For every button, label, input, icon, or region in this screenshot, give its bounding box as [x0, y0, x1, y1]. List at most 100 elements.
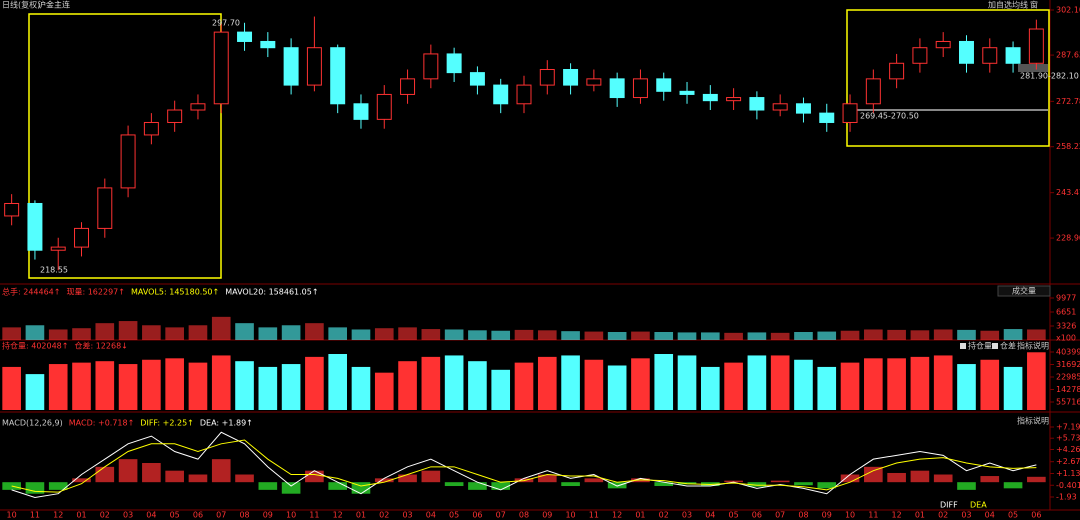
- x-tick-label: 03: [402, 511, 412, 520]
- x-tick-label: 11: [30, 511, 40, 520]
- candle-body: [586, 78, 602, 86]
- bar: [165, 358, 184, 410]
- macd-bar: [258, 482, 278, 490]
- macd-bar: [328, 482, 348, 490]
- x-tick-label: 04: [985, 511, 995, 520]
- bar: [1027, 329, 1046, 340]
- bar: [188, 325, 208, 340]
- bar: [933, 329, 953, 340]
- macd-bar: [840, 474, 860, 483]
- candle-body: [4, 202, 20, 217]
- bar: [561, 355, 580, 410]
- selector[interactable]: 成交量: [1012, 286, 1036, 296]
- candle-body: [469, 72, 485, 86]
- x-tick-label: 07: [216, 511, 226, 520]
- x-tick-label: 05: [729, 511, 739, 520]
- bar: [700, 366, 720, 410]
- candle-body: [446, 53, 462, 74]
- bar: [794, 332, 813, 340]
- panel-title: 总手: 244464↑: [2, 287, 60, 297]
- bar: [631, 358, 650, 410]
- bar: [118, 364, 138, 410]
- panel-title: MAVOL5: 145180.50↑: [131, 288, 219, 297]
- macd-bar: [561, 482, 580, 487]
- bar: [351, 366, 371, 410]
- y-tick-label: +4.26: [1056, 445, 1080, 454]
- candle-body: [679, 90, 695, 95]
- candle-body: [167, 109, 183, 123]
- bar: [817, 366, 837, 410]
- bar: [328, 327, 348, 340]
- unit-label: x100: [1056, 334, 1076, 343]
- bar: [2, 366, 21, 410]
- candle-body: [237, 31, 253, 42]
- bar: [165, 327, 184, 340]
- x-tick-label: 09: [542, 511, 552, 520]
- x-tick-label: 07: [496, 511, 506, 520]
- bar: [957, 364, 976, 410]
- candle-body: [306, 47, 322, 86]
- help-link[interactable]: 指标说明: [1017, 416, 1049, 426]
- macd-bar: [421, 470, 441, 483]
- candle-body: [819, 112, 835, 123]
- candle-body: [283, 47, 299, 86]
- x-tick-label: 10: [845, 511, 855, 520]
- bar: [211, 355, 231, 410]
- candle-body: [97, 187, 113, 229]
- macd-bar: [491, 482, 511, 490]
- bar: [840, 330, 860, 340]
- action[interactable]: 加自选: [988, 0, 1012, 10]
- x-tick-label: 01: [915, 511, 925, 520]
- x-tick-label: 03: [961, 511, 971, 520]
- x-tick-label: 03: [123, 511, 133, 520]
- macd-bar: [537, 474, 557, 483]
- x-tick-label: 10: [286, 511, 296, 520]
- highlight-box: [846, 9, 1050, 147]
- action[interactable]: 窗: [1030, 0, 1038, 10]
- macd-bar: [864, 466, 883, 483]
- bar: [631, 331, 650, 340]
- candle-body: [702, 93, 718, 102]
- bar: [25, 325, 45, 340]
- candle-body: [749, 97, 765, 111]
- bar: [374, 328, 394, 340]
- selector-box[interactable]: [997, 285, 1051, 297]
- x-tick-label: 08: [239, 511, 249, 520]
- macd-bar: [211, 459, 231, 483]
- y-tick-label: 302.10: [1056, 6, 1080, 15]
- candle-body: [1005, 47, 1021, 64]
- help-link[interactable]: 指标说明: [1017, 341, 1049, 351]
- y-tick-label: 403990: [1056, 348, 1080, 357]
- macd-bar: [607, 482, 627, 489]
- x-tick-label: 02: [659, 511, 669, 520]
- bar: [188, 362, 208, 410]
- candle-body: [353, 103, 369, 120]
- y-tick-label: 272.78: [1056, 97, 1080, 106]
- bar: [887, 358, 906, 410]
- candle-body: [982, 47, 998, 64]
- bar: [677, 355, 697, 410]
- legend-check: [960, 343, 966, 349]
- bar: [537, 356, 557, 410]
- bar: [607, 365, 627, 410]
- bar: [95, 323, 115, 340]
- x-tick-label: 12: [892, 511, 902, 520]
- candle-body: [493, 84, 509, 105]
- macd-bar: [817, 482, 837, 489]
- action[interactable]: 均线: [1012, 0, 1028, 10]
- bar: [770, 332, 790, 340]
- bar: [747, 332, 767, 340]
- macd-bar: [584, 478, 604, 483]
- bar: [1003, 329, 1023, 340]
- bar: [142, 359, 161, 410]
- macd-bar: [398, 474, 417, 483]
- annotation: 297.70: [212, 19, 240, 28]
- bar: [794, 359, 813, 410]
- bar: [95, 361, 115, 410]
- y-tick-label: 3326: [1056, 321, 1076, 330]
- bar: [980, 330, 1000, 340]
- bar: [2, 327, 21, 340]
- candle-body: [609, 78, 625, 99]
